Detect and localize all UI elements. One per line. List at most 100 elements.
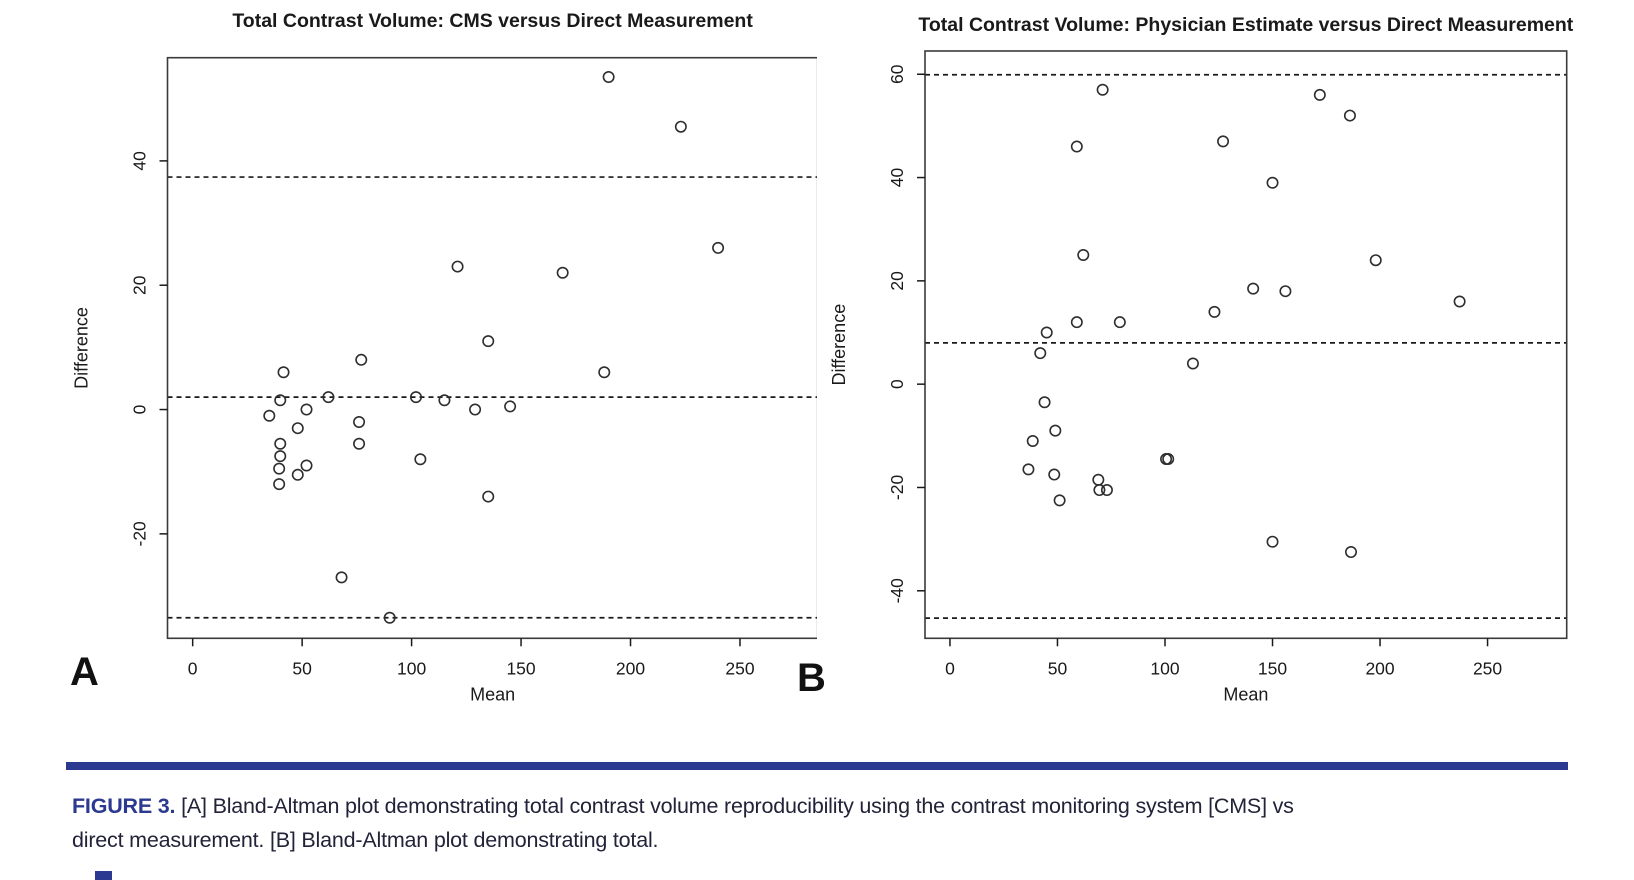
data-point bbox=[1453, 295, 1466, 308]
x-tick-label: 100 bbox=[1150, 658, 1179, 678]
data-point bbox=[1070, 140, 1083, 153]
x-axis-label: Mean bbox=[1223, 684, 1268, 704]
data-point bbox=[482, 490, 495, 503]
y-tick-label: 20 bbox=[887, 271, 907, 291]
data-point bbox=[674, 120, 687, 133]
data-point bbox=[469, 403, 482, 416]
data-point bbox=[1092, 473, 1105, 486]
data-point bbox=[1343, 109, 1356, 122]
y-tick-label: -20 bbox=[130, 521, 150, 547]
panel-a-label: A bbox=[70, 650, 99, 694]
data-point bbox=[556, 266, 569, 279]
data-point bbox=[1279, 285, 1292, 298]
y-tick-label: -40 bbox=[887, 578, 907, 604]
data-point bbox=[1022, 463, 1035, 476]
y-axis-label: Difference bbox=[829, 304, 849, 386]
figure-caption: FIGURE 3. [A] Bland-Altman plot demonstr… bbox=[72, 789, 1572, 857]
x-tick-label: 150 bbox=[506, 658, 535, 678]
data-point bbox=[291, 468, 304, 481]
data-point bbox=[598, 366, 611, 379]
data-point bbox=[300, 403, 313, 416]
y-tick-label: 40 bbox=[887, 168, 907, 188]
plot-title-b: Total Contrast Volume: Physician Estimat… bbox=[918, 14, 1573, 36]
y-tick-label: 0 bbox=[130, 404, 150, 414]
data-point bbox=[1266, 535, 1279, 548]
data-point bbox=[1038, 396, 1051, 409]
data-point bbox=[383, 611, 396, 624]
data-point bbox=[1070, 316, 1083, 329]
data-point bbox=[353, 415, 366, 428]
y-axis-label: Difference bbox=[72, 307, 92, 389]
data-point bbox=[1093, 484, 1106, 497]
data-point bbox=[273, 478, 286, 491]
x-tick-label: 200 bbox=[616, 658, 645, 678]
x-tick-label: 100 bbox=[397, 658, 426, 678]
data-point bbox=[274, 450, 287, 463]
y-tick-label: 20 bbox=[130, 275, 150, 295]
data-point bbox=[1345, 546, 1358, 559]
data-point bbox=[353, 437, 366, 450]
plot-title-a: Total Contrast Volume: CMS versus Direct… bbox=[232, 10, 753, 32]
bland-altman-plot-a: Total Contrast Volume: CMS versus Direct… bbox=[72, 10, 817, 704]
y-tick-label: 60 bbox=[887, 64, 907, 84]
data-point bbox=[1113, 316, 1126, 329]
data-point bbox=[1266, 176, 1279, 189]
x-tick-label: 0 bbox=[188, 658, 198, 678]
x-tick-label: 250 bbox=[725, 658, 754, 678]
data-point bbox=[1208, 305, 1221, 318]
data-point bbox=[1053, 494, 1066, 507]
divider-rule bbox=[66, 762, 1568, 770]
data-point bbox=[1162, 453, 1175, 466]
data-point bbox=[274, 437, 287, 450]
panel-b-label: B bbox=[797, 656, 826, 700]
x-tick-label: 50 bbox=[292, 658, 312, 678]
x-tick-label: 250 bbox=[1473, 658, 1502, 678]
data-point bbox=[355, 353, 368, 366]
plot-box bbox=[924, 50, 1568, 640]
data-point bbox=[602, 70, 615, 83]
data-point bbox=[1026, 434, 1039, 447]
data-point bbox=[1186, 357, 1199, 370]
caption-line-2: direct measurement. [B] Bland-Altman plo… bbox=[72, 828, 659, 852]
y-tick-label: 0 bbox=[887, 379, 907, 389]
x-axis-label: Mean bbox=[470, 684, 515, 704]
data-point bbox=[482, 335, 495, 348]
x-tick-label: 50 bbox=[1048, 658, 1068, 678]
data-point bbox=[1049, 424, 1062, 437]
data-point bbox=[263, 409, 276, 422]
data-point bbox=[1034, 347, 1047, 360]
data-point bbox=[1096, 83, 1109, 96]
data-point bbox=[277, 366, 290, 379]
data-point bbox=[1247, 282, 1260, 295]
caption-line-1: FIGURE 3. [A] Bland-Altman plot demonstr… bbox=[72, 789, 1572, 823]
data-point bbox=[414, 453, 427, 466]
data-point bbox=[1313, 88, 1326, 101]
data-point bbox=[712, 241, 725, 254]
data-point bbox=[273, 462, 286, 475]
data-point bbox=[1040, 326, 1053, 339]
data-point bbox=[274, 394, 287, 407]
y-tick-label: -20 bbox=[887, 475, 907, 501]
data-point bbox=[300, 459, 313, 472]
data-point bbox=[1100, 484, 1113, 497]
data-point bbox=[438, 394, 451, 407]
data-point bbox=[322, 391, 335, 404]
data-point bbox=[451, 260, 464, 273]
x-tick-label: 200 bbox=[1365, 658, 1394, 678]
page-artifact bbox=[95, 871, 112, 880]
bland-altman-plot-b: Total Contrast Volume: Physician Estimat… bbox=[829, 14, 1574, 704]
plot-box bbox=[166, 56, 817, 640]
data-point bbox=[1048, 468, 1061, 481]
caption-text-1: [A] Bland-Altman plot demonstrating tota… bbox=[181, 794, 1294, 818]
x-tick-label: 150 bbox=[1258, 658, 1287, 678]
data-point bbox=[1077, 249, 1090, 262]
y-tick-label: 40 bbox=[130, 151, 150, 171]
data-point bbox=[1217, 135, 1230, 148]
data-point bbox=[1369, 254, 1382, 267]
x-tick-label: 0 bbox=[945, 658, 955, 678]
figure-number-label: FIGURE 3. bbox=[72, 794, 176, 818]
data-point bbox=[291, 422, 304, 435]
data-point bbox=[504, 400, 517, 413]
data-point bbox=[409, 391, 422, 404]
